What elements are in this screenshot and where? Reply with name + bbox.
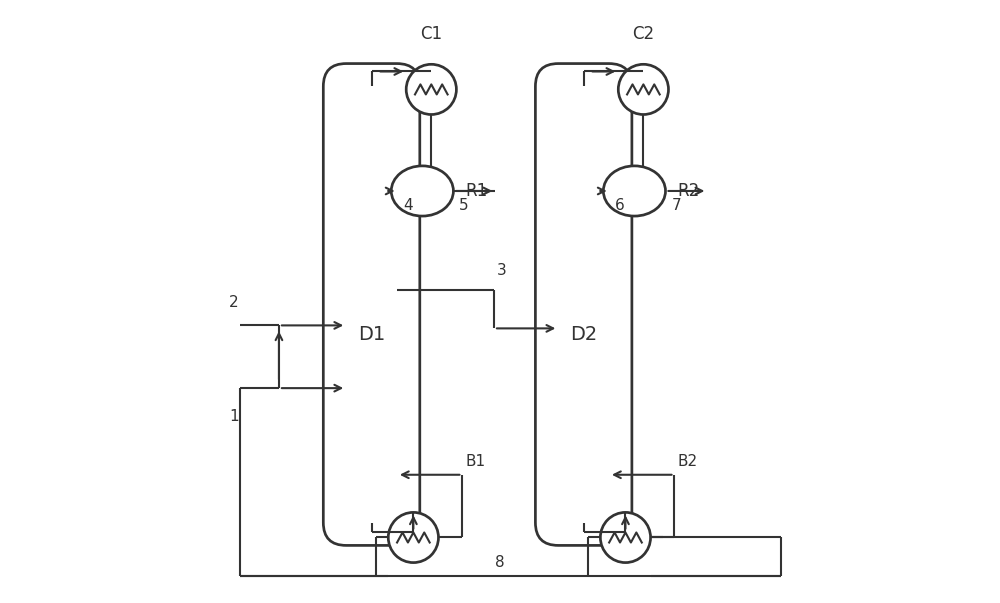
- Text: 3: 3: [497, 262, 507, 277]
- Ellipse shape: [391, 166, 453, 216]
- Circle shape: [388, 513, 438, 563]
- FancyBboxPatch shape: [535, 63, 632, 545]
- Circle shape: [618, 65, 668, 115]
- Text: 4: 4: [403, 198, 413, 213]
- Text: R1: R1: [465, 182, 488, 200]
- Ellipse shape: [603, 166, 665, 216]
- Text: 7: 7: [671, 198, 681, 213]
- Text: 1: 1: [229, 409, 239, 424]
- Text: 5: 5: [459, 198, 469, 213]
- Text: C1: C1: [420, 25, 442, 43]
- Circle shape: [600, 513, 651, 563]
- Text: 6: 6: [615, 198, 625, 213]
- Circle shape: [406, 65, 456, 115]
- Text: R2: R2: [677, 182, 700, 200]
- Text: 2: 2: [229, 295, 239, 311]
- Text: D2: D2: [570, 324, 597, 344]
- FancyBboxPatch shape: [323, 63, 420, 545]
- Text: C2: C2: [632, 25, 654, 43]
- Text: D1: D1: [358, 324, 385, 344]
- Text: B2: B2: [677, 454, 698, 469]
- Text: B1: B1: [465, 454, 485, 469]
- Text: 8: 8: [495, 555, 505, 570]
